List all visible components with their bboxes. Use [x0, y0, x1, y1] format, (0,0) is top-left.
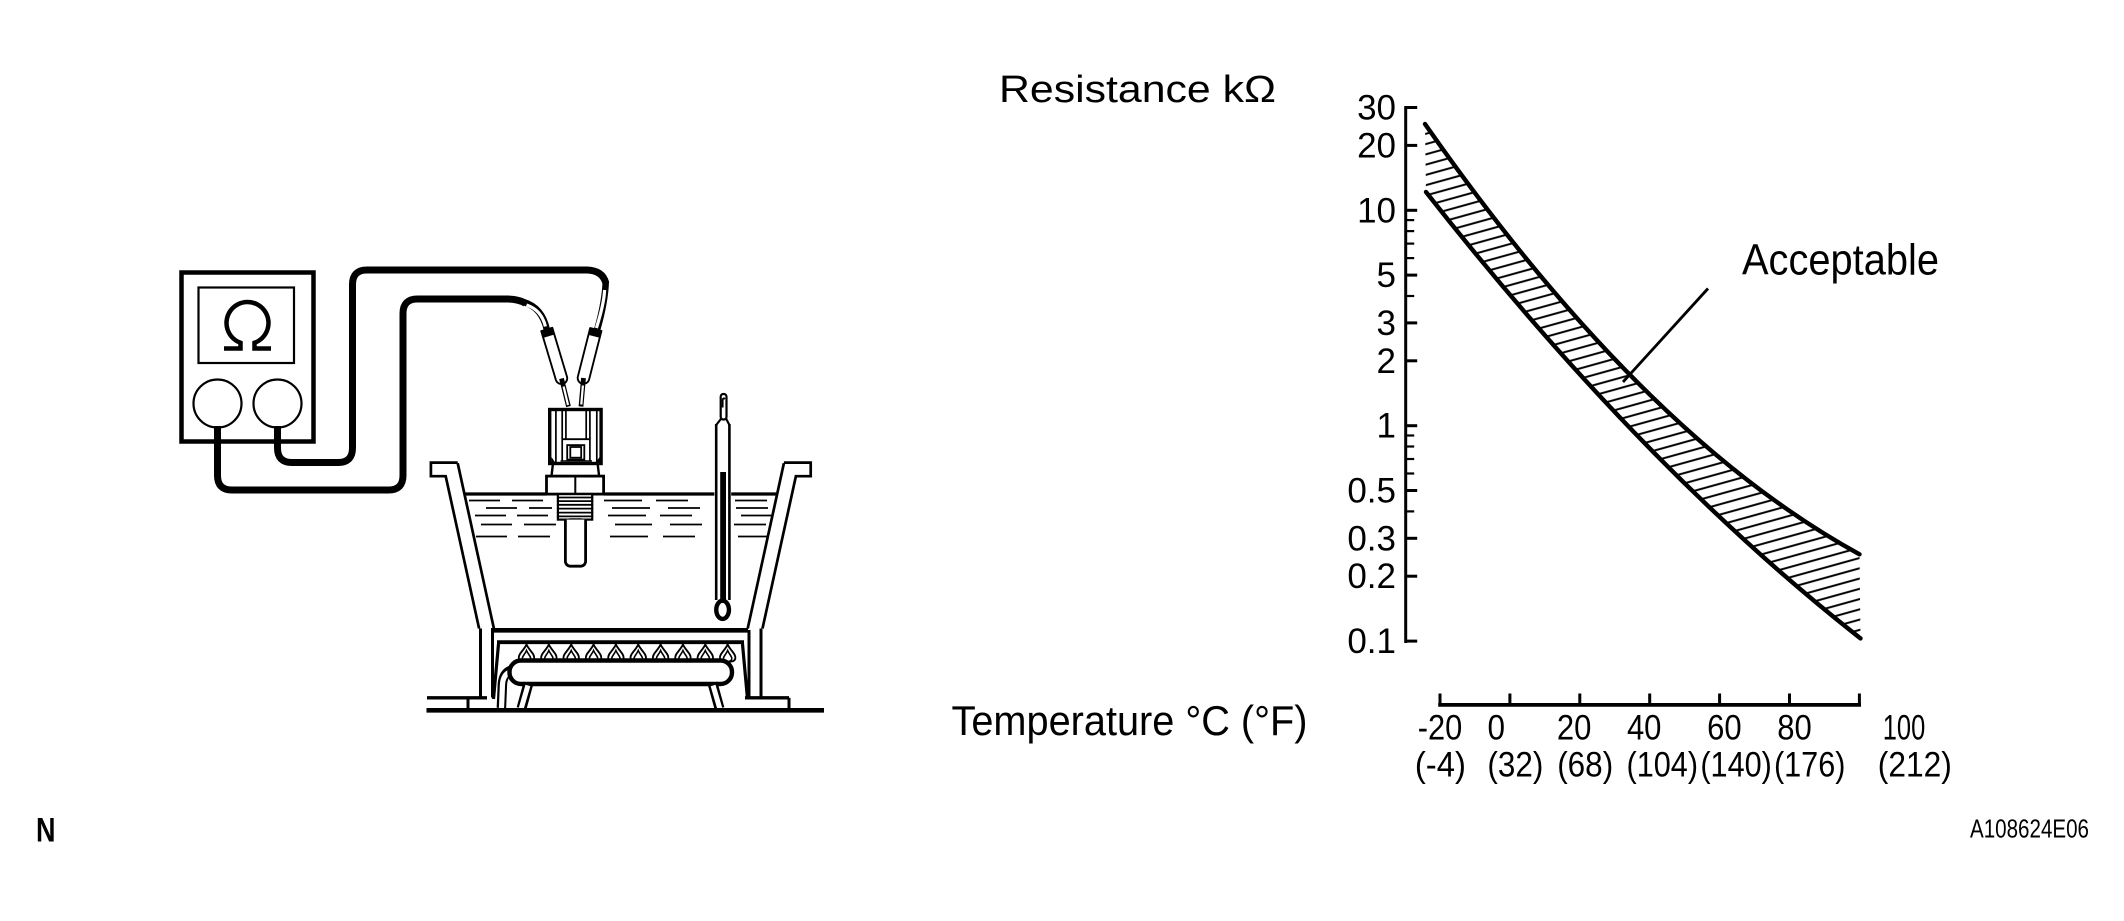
- svg-text:Temperature °C (°F): Temperature °C (°F): [952, 697, 1308, 744]
- svg-text:3: 3: [1377, 304, 1396, 343]
- svg-text:1: 1: [1377, 407, 1396, 446]
- svg-text:(176): (176): [1774, 746, 1846, 785]
- svg-text:2: 2: [1377, 342, 1396, 381]
- svg-text:0.2: 0.2: [1347, 557, 1396, 596]
- svg-text:(140): (140): [1700, 746, 1772, 785]
- svg-text:(212): (212): [1878, 746, 1952, 785]
- svg-text:10: 10: [1357, 191, 1396, 230]
- svg-text:20: 20: [1357, 126, 1396, 165]
- svg-text:20: 20: [1557, 709, 1592, 748]
- svg-text:0.3: 0.3: [1347, 519, 1396, 558]
- svg-text:0.1: 0.1: [1347, 622, 1396, 661]
- svg-text:40: 40: [1627, 709, 1662, 748]
- svg-text:(-4): (-4): [1415, 746, 1466, 785]
- svg-text:0: 0: [1487, 709, 1505, 748]
- svg-text:Resistance kΩ: Resistance kΩ: [999, 69, 1276, 111]
- svg-text:N: N: [36, 812, 56, 850]
- svg-text:(68): (68): [1557, 746, 1613, 785]
- svg-text:Acceptable: Acceptable: [1742, 236, 1939, 285]
- svg-text:0.5: 0.5: [1347, 472, 1396, 511]
- svg-text:-20: -20: [1418, 709, 1463, 748]
- svg-text:80: 80: [1777, 709, 1812, 748]
- svg-text:100: 100: [1883, 709, 1926, 748]
- svg-text:A108624E06: A108624E06: [1970, 814, 2089, 844]
- svg-text:5: 5: [1377, 256, 1396, 295]
- svg-text:(32): (32): [1487, 746, 1543, 785]
- svg-text:60: 60: [1707, 709, 1742, 748]
- svg-text:(104): (104): [1627, 746, 1699, 785]
- svg-text:30: 30: [1357, 89, 1396, 128]
